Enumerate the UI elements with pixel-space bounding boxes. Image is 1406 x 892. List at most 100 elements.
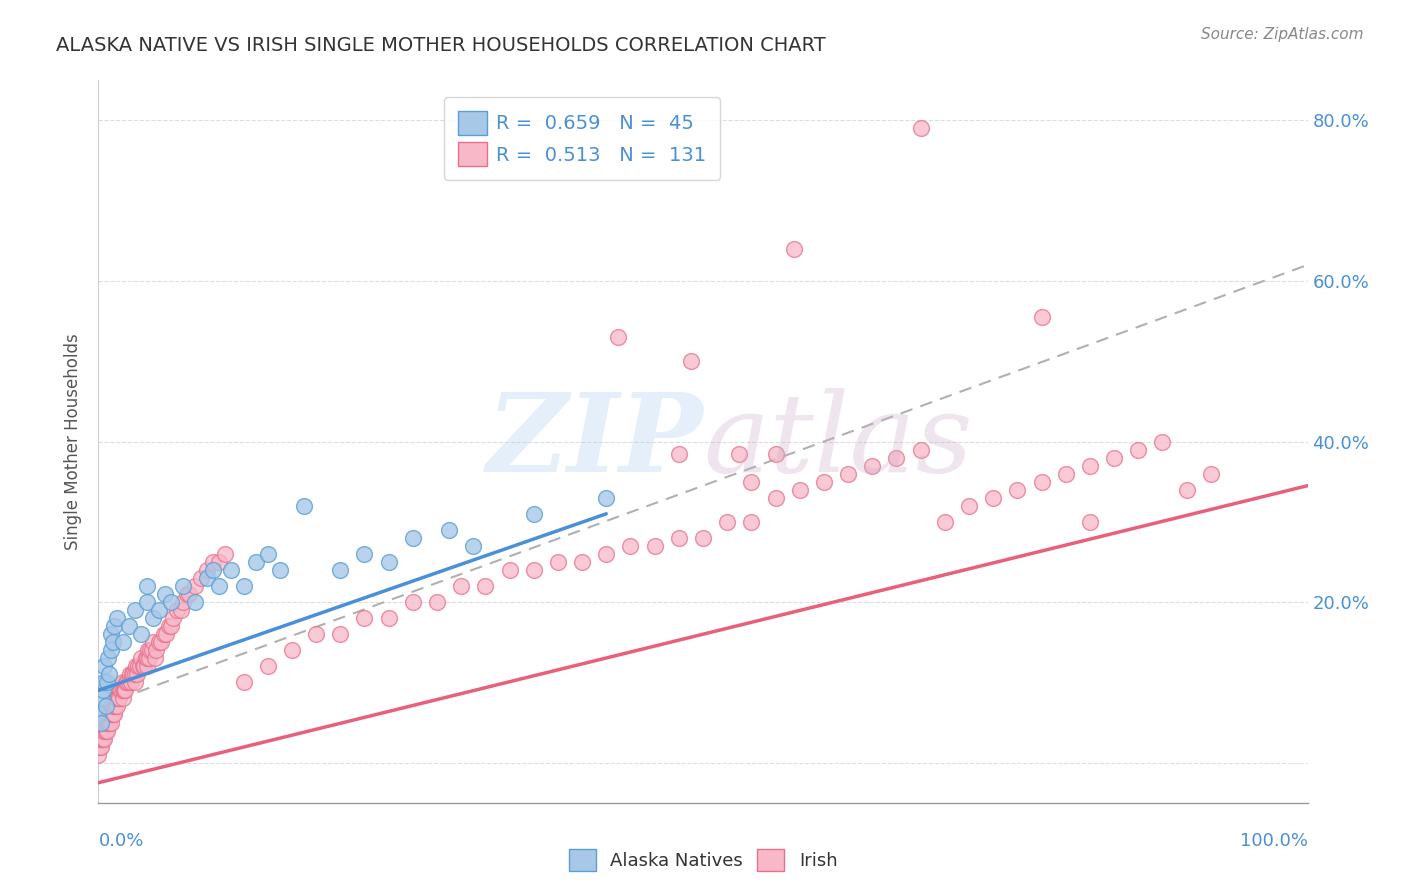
Point [98,707,121,722]
Point [142,611,165,625]
Point [571,555,593,569]
Point [281,643,304,657]
Point [138,651,160,665]
Y-axis label: Single Mother Households: Single Mother Households [65,334,83,549]
Point [377,555,399,569]
Point [91,683,114,698]
Point [214,547,236,561]
Point [157,619,180,633]
Point [463,539,485,553]
Point [523,563,546,577]
Point [668,446,690,460]
Point [104,699,127,714]
Text: Source: ZipAtlas.com: Source: ZipAtlas.com [1201,27,1364,42]
Point [208,579,231,593]
Text: ZIP: ZIP [486,388,703,495]
Point [256,547,278,561]
Point [96,723,118,738]
Point [110,683,132,698]
Point [1007,483,1029,497]
Point [155,627,177,641]
Point [90,731,112,746]
Point [122,667,145,681]
Point [105,699,128,714]
Text: 100.0%: 100.0% [1240,831,1308,850]
Point [232,579,254,593]
Point [269,563,291,577]
Point [160,595,183,609]
Point [135,579,157,593]
Point [93,675,115,690]
Text: ALASKA NATIVE VS IRISH SINGLE MOTHER HOUSEHOLDS CORRELATION CHART: ALASKA NATIVE VS IRISH SINGLE MOTHER HOU… [56,36,825,54]
Point [644,539,666,553]
Point [103,707,125,722]
Point [765,446,787,460]
Point [1175,483,1198,497]
Point [145,643,167,657]
Point [87,747,110,762]
Point [195,571,218,585]
Point [1054,467,1077,481]
Text: atlas: atlas [703,388,973,495]
Point [93,715,115,730]
Point [143,651,166,665]
Point [292,499,315,513]
Point [93,731,115,746]
Point [108,691,131,706]
Point [114,683,136,698]
Point [91,723,114,738]
Point [498,563,520,577]
Point [127,667,149,681]
Point [728,446,751,460]
Point [208,555,231,569]
Point [782,242,804,256]
Point [221,563,243,577]
Point [740,475,762,489]
Point [377,611,399,625]
Point [679,354,702,368]
Point [190,571,212,585]
Point [1102,450,1125,465]
Point [402,531,425,545]
Point [426,595,449,609]
Point [97,707,120,722]
Point [136,643,159,657]
Point [305,627,328,641]
Point [402,595,425,609]
Point [103,699,125,714]
Point [1031,310,1053,324]
Point [765,491,787,505]
Point [100,699,122,714]
Point [1078,515,1101,529]
Point [981,491,1004,505]
Point [87,739,110,754]
Point [100,707,122,722]
Point [162,611,184,625]
Point [91,723,114,738]
Point [91,723,114,738]
Point [128,659,150,673]
Point [202,555,225,569]
Point [141,643,163,657]
Point [101,635,124,649]
Point [692,531,714,545]
Point [111,691,134,706]
Point [111,675,134,690]
Point [101,699,124,714]
Point [169,603,191,617]
Point [91,691,114,706]
Point [256,659,278,673]
Point [98,667,121,681]
Point [172,595,194,609]
Point [94,699,117,714]
Point [1152,434,1174,449]
Point [96,675,118,690]
Point [100,643,122,657]
Point [184,595,207,609]
Point [107,691,129,706]
Point [837,467,859,481]
Point [111,683,134,698]
Point [813,475,835,489]
Point [740,515,762,529]
Point [139,643,162,657]
